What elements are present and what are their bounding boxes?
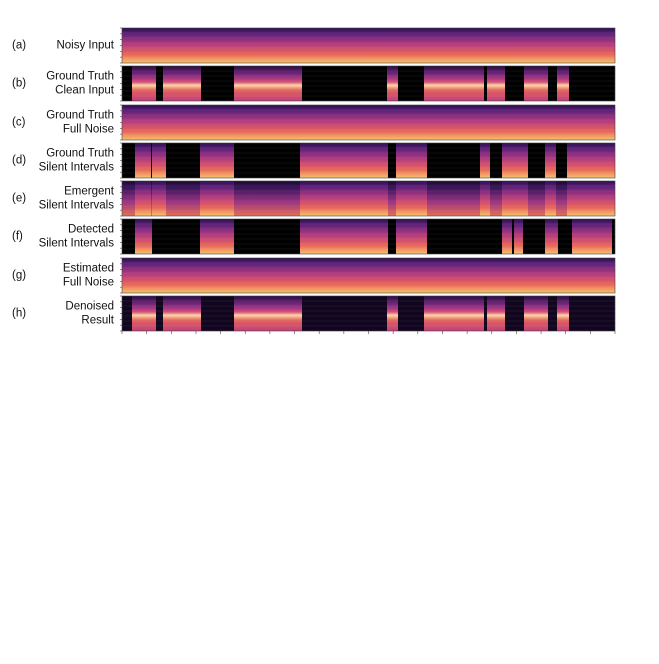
noise-segment — [396, 219, 427, 254]
noise-segment — [300, 181, 388, 216]
panel-label: Ground Truth — [46, 71, 114, 83]
panel-tag: (d) — [12, 155, 26, 167]
noise-segment — [567, 181, 615, 216]
speech-segment — [387, 296, 398, 331]
noise-segment — [200, 219, 234, 254]
noise-segment — [567, 143, 615, 178]
panel-tag: (f) — [12, 231, 23, 243]
noise-segment — [152, 181, 166, 216]
noise-segment — [545, 181, 556, 216]
spectrogram-panel — [120, 180, 616, 217]
panel-tag: (h) — [12, 308, 26, 320]
panel-label: Estimated — [63, 263, 114, 275]
panel-tag: (g) — [12, 270, 26, 282]
spectrogram — [122, 28, 615, 63]
speech-segment — [234, 66, 302, 101]
noise-segment — [300, 143, 388, 178]
panel-label: Full Noise — [63, 277, 114, 289]
speech-segment — [163, 66, 201, 101]
panel-tag: (c) — [12, 117, 26, 129]
noise-segment — [514, 219, 523, 254]
spectrogram-panel — [120, 142, 616, 179]
speech-segment — [487, 296, 505, 331]
spectrogram-panel — [120, 27, 616, 64]
panel-label: Clean Input — [55, 85, 115, 97]
speech-segment — [524, 66, 548, 101]
noise-segment — [502, 219, 512, 254]
spectrogram — [122, 105, 615, 140]
noise-segment — [545, 219, 558, 254]
panel-label: Ground Truth — [46, 148, 114, 160]
panel-label: Detected — [68, 224, 114, 236]
speech-segment — [557, 296, 569, 331]
noise-segment — [480, 143, 490, 178]
noise-segment — [135, 143, 151, 178]
spectrogram-panel — [120, 218, 616, 255]
spectrogram-panel — [120, 65, 616, 102]
noise-segment — [502, 181, 528, 216]
panel-tag: (a) — [12, 40, 26, 52]
panel-label: Silent Intervals — [39, 200, 115, 212]
spectrogram-panel — [120, 104, 616, 141]
panel-label: Emergent — [64, 186, 115, 198]
noise-segment — [545, 143, 556, 178]
noise-segment — [135, 181, 151, 216]
noise-segment — [200, 181, 234, 216]
panel-label: Denoised — [65, 301, 114, 313]
panel-label: Silent Intervals — [39, 238, 115, 250]
speech-segment — [234, 296, 302, 331]
noise-segment — [300, 219, 388, 254]
panel-label: Result — [81, 315, 114, 327]
noise-segment — [480, 181, 490, 216]
speech-segment — [132, 66, 156, 101]
noise-segment — [396, 143, 427, 178]
noise-segment — [152, 143, 166, 178]
panel-label: Full Noise — [63, 124, 114, 136]
speech-segment — [524, 296, 548, 331]
panel-tag: (e) — [12, 193, 26, 205]
panel-label: Silent Intervals — [39, 162, 115, 174]
noise-segment — [200, 143, 234, 178]
spectrogram — [122, 258, 615, 293]
speech-segment — [387, 66, 398, 101]
panel-label: Noisy Input — [56, 40, 114, 52]
panel-tag: (b) — [12, 78, 26, 90]
speech-segment — [487, 66, 505, 101]
noise-segment — [396, 181, 427, 216]
speech-segment — [424, 296, 484, 331]
spectrogram-panel — [120, 295, 616, 332]
noise-segment — [135, 219, 152, 254]
noise-segment — [502, 143, 528, 178]
speech-segment — [424, 66, 484, 101]
panel-label: Ground Truth — [46, 110, 114, 122]
noise-segment — [572, 219, 612, 254]
spectrogram-panel — [120, 257, 616, 294]
speech-segment — [557, 66, 569, 101]
speech-segment — [163, 296, 201, 331]
speech-segment — [132, 296, 156, 331]
